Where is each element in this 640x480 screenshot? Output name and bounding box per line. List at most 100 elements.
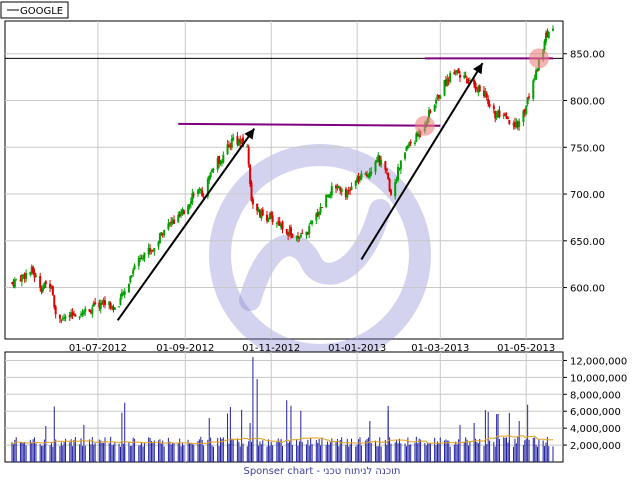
candle-body [212,168,215,171]
candle-body [415,133,418,142]
candle-body [149,248,152,252]
candle-body [101,302,104,305]
candle-body [271,215,274,222]
candle-body [118,306,121,308]
candle-body [533,78,536,80]
candle-body [226,144,229,155]
candle-body [257,209,260,212]
candle-body [330,185,333,196]
candle-body [368,172,371,178]
legend-box [0,1,69,19]
candle-body [347,190,350,192]
candle-body [408,142,411,147]
candle-body [40,288,43,293]
candle-body [360,173,363,180]
candle-body [305,231,308,236]
candle-body [143,252,146,259]
candle-body [443,79,446,96]
candle-body [112,306,115,310]
candle-body [325,194,328,207]
candle-body [478,85,481,92]
candle-body [515,121,518,128]
candle-body [464,75,467,78]
candle-body [502,114,505,117]
candle-body [220,160,223,163]
candle-body [409,141,412,144]
purple-trend-line [178,122,441,127]
candle-body [453,71,456,75]
volume-tick-label: 10,000,000 [570,373,627,384]
candle-body [492,105,495,110]
candle-body [429,111,432,113]
volume-moving-average [11,435,554,445]
candle-body [306,232,309,235]
candle-body [398,167,401,169]
date-tick-label: 01-03-2013 [411,343,469,354]
candle-body [320,207,323,209]
candle-body [518,121,521,127]
candle-body [196,190,199,194]
candle-body [84,308,87,312]
candle-body [256,203,259,211]
candle-body [15,279,18,281]
candle-body [109,303,112,309]
candle-body [436,95,439,99]
trend-arrow-line [360,62,484,261]
candle-body [173,219,176,224]
price-grid [5,21,563,339]
candle-body [394,181,397,197]
candle-body [536,70,539,72]
candle-body [526,97,529,105]
candle-body [189,201,192,205]
candle-body [289,227,292,235]
candle-body [508,120,511,124]
candle-body [413,142,416,144]
candle-body [335,185,338,189]
candle-body [41,287,44,291]
candle-body [482,90,485,96]
candle-body [397,167,400,181]
candle-body [249,164,252,184]
candle-body [191,193,194,203]
candle-body [319,207,322,213]
candle-body [399,160,402,170]
candle-body [439,95,442,99]
candle-body [433,105,436,112]
candle-body [487,99,490,104]
price-tick-label: 850.00 [570,50,605,61]
candle-body [237,140,240,146]
candle-body [91,307,94,314]
date-axis: 01-07-2012 01-09-2012 01-11-2012 01-01-2013… [69,343,555,354]
candle-body [466,78,469,84]
candle-body [13,279,16,288]
candle-body [485,93,488,98]
candle-body [467,82,470,84]
candle-body [102,299,105,305]
candle-body [49,283,52,289]
candle-body [454,71,457,74]
candle-body [270,212,273,216]
candle-body [29,271,32,275]
volume-tick-label: 12,000,000 [570,356,627,367]
candle-body [133,265,136,270]
candle-body [497,111,500,116]
candle-body [350,186,353,190]
candle-body [523,109,526,113]
candle-body [449,73,452,82]
candle-body [129,275,132,283]
candle-body [318,212,321,215]
candle-body [11,282,13,284]
candle-body [366,174,369,177]
candle-body [258,209,261,217]
candle-body [137,257,140,266]
candle-body [242,137,245,147]
candle-body [20,274,23,282]
candle-body [139,257,142,259]
candle-body [211,169,214,172]
candle-body [113,307,116,310]
candle-body [377,154,380,162]
candle-body [309,222,312,225]
arrow-head-icon [244,128,255,140]
breakout-highlight [528,48,549,69]
